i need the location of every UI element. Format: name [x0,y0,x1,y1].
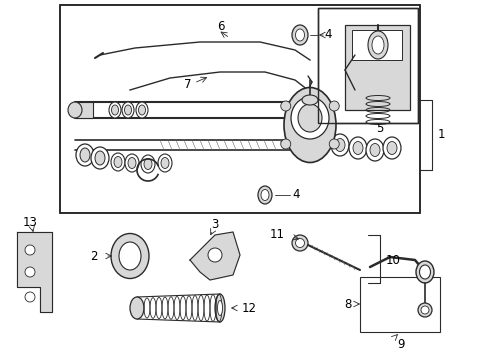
Ellipse shape [111,153,125,171]
Polygon shape [190,232,240,280]
Ellipse shape [348,137,366,159]
Ellipse shape [124,105,131,115]
Ellipse shape [295,29,304,41]
Bar [317,8,417,123]
Ellipse shape [330,134,348,156]
Ellipse shape [138,105,145,115]
Bar [345,25,409,110]
Ellipse shape [371,36,383,54]
Ellipse shape [215,294,224,322]
Text: 4: 4 [291,189,299,202]
Bar [60,5,419,213]
Ellipse shape [25,292,35,302]
Ellipse shape [143,158,152,170]
Ellipse shape [328,139,339,149]
Ellipse shape [125,154,139,172]
Ellipse shape [25,267,35,277]
Ellipse shape [217,301,222,315]
Ellipse shape [328,101,339,111]
Ellipse shape [365,139,383,161]
Ellipse shape [295,238,304,248]
Ellipse shape [68,102,82,118]
Ellipse shape [158,154,172,172]
Ellipse shape [367,31,387,59]
Ellipse shape [291,235,307,251]
Ellipse shape [161,158,169,168]
Bar [61,6,418,212]
Text: 4: 4 [324,28,331,41]
Ellipse shape [114,157,122,167]
Text: 7: 7 [184,78,191,91]
Ellipse shape [284,87,335,162]
Ellipse shape [95,151,105,165]
Bar [75,102,93,118]
Ellipse shape [128,158,136,168]
Bar [351,30,401,60]
Ellipse shape [302,95,317,105]
Ellipse shape [80,148,90,162]
Text: 3: 3 [211,217,218,230]
Bar [359,277,439,332]
Ellipse shape [261,189,268,201]
Text: 8: 8 [344,297,351,310]
Ellipse shape [119,242,141,270]
Ellipse shape [297,104,321,132]
Ellipse shape [417,303,431,317]
Bar [61,6,418,212]
Ellipse shape [141,155,155,173]
Ellipse shape [291,25,307,45]
Ellipse shape [111,105,118,115]
Ellipse shape [334,139,345,152]
Text: 9: 9 [396,338,404,351]
Bar [317,8,417,123]
Ellipse shape [420,306,428,314]
Bar [60,5,419,213]
Ellipse shape [76,144,94,166]
Ellipse shape [386,141,396,154]
Ellipse shape [415,261,433,283]
Text: 6: 6 [217,21,224,33]
Ellipse shape [258,186,271,204]
Ellipse shape [419,265,429,279]
Text: 11: 11 [269,229,285,242]
Text: 12: 12 [242,302,257,315]
Ellipse shape [280,139,290,149]
Ellipse shape [130,297,143,319]
Ellipse shape [280,101,290,111]
Text: 5: 5 [376,122,383,135]
Ellipse shape [109,102,121,118]
Text: 2: 2 [90,249,98,262]
Ellipse shape [25,245,35,255]
Ellipse shape [352,141,362,154]
Ellipse shape [382,137,400,159]
Ellipse shape [136,102,148,118]
Ellipse shape [91,147,109,169]
Ellipse shape [111,234,149,279]
Ellipse shape [207,248,222,262]
Text: 13: 13 [22,216,38,229]
Ellipse shape [122,102,134,118]
Polygon shape [17,232,52,312]
Ellipse shape [290,97,328,139]
Text: 10: 10 [385,253,400,266]
Ellipse shape [369,144,379,157]
Text: 1: 1 [437,129,445,141]
